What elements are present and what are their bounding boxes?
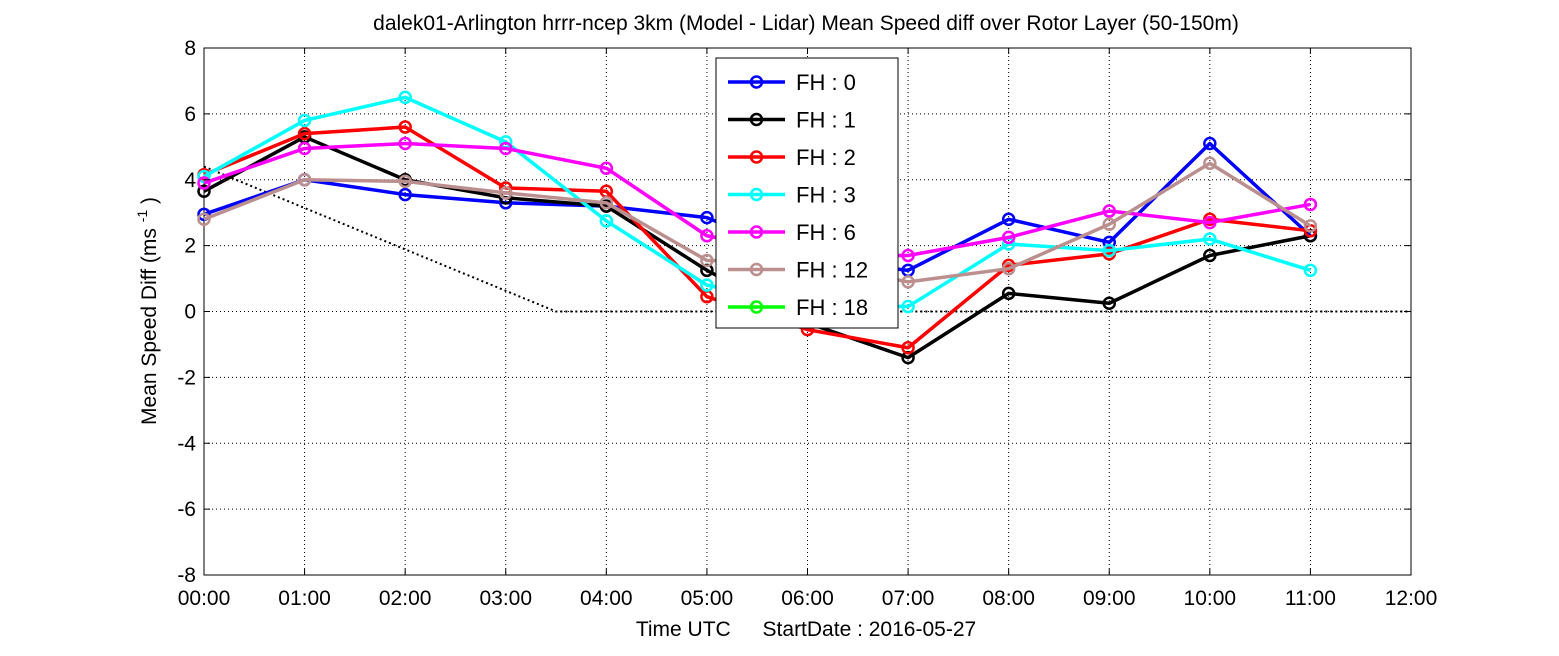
- data-point: [398, 136, 412, 151]
- x-tick-label: 11:00: [1285, 587, 1336, 610]
- data-point: [197, 207, 211, 222]
- data-point: [297, 173, 312, 187]
- y-axis-label-close: ): [138, 197, 161, 204]
- data-point: [1001, 261, 1016, 276]
- y-axis-ticks: -8 -6 -4 -2 0 2 4 6 8: [177, 37, 1411, 587]
- x-tick-label: 00:00: [178, 587, 231, 610]
- data-point: [398, 90, 412, 105]
- data-point: [297, 141, 312, 156]
- data-point: [599, 196, 614, 210]
- data-point: [700, 210, 714, 225]
- legend-label: FH : 2: [796, 145, 856, 170]
- y-tick-label: -8: [177, 564, 196, 587]
- data-point: [1203, 215, 1217, 230]
- data-point: [1102, 217, 1116, 231]
- data-point: [398, 174, 412, 189]
- data-point: [1303, 263, 1318, 278]
- x-axis-label-startdate: StartDate : 2016-05-27: [763, 618, 977, 641]
- data-point: [700, 253, 714, 268]
- chart-title: dalek01-Arlington hrrr-ncep 3km (Model -…: [373, 12, 1239, 35]
- data-point: [197, 212, 211, 227]
- legend-entry: FH : 12: [728, 258, 868, 283]
- data-point: [197, 176, 211, 190]
- data-point: [297, 113, 312, 128]
- legend-entry: FH : 3: [728, 183, 856, 208]
- legend-label: FH : 3: [796, 183, 856, 208]
- x-tick-label: 12:00: [1385, 587, 1438, 610]
- x-tick-label: 03:00: [479, 587, 532, 610]
- legend-marker: [749, 75, 764, 89]
- x-tick-label: 01:00: [278, 587, 331, 610]
- data-point: [499, 141, 513, 156]
- x-tick-label: 08:00: [982, 587, 1035, 610]
- data-point: [901, 248, 915, 263]
- data-point: [297, 126, 312, 141]
- x-tick-label: 05:00: [681, 587, 734, 610]
- y-tick-label: -4: [177, 432, 196, 455]
- y-tick-label: -2: [177, 366, 196, 389]
- x-tick-label: 07:00: [882, 587, 935, 610]
- data-point: [1203, 248, 1217, 263]
- data-point: [398, 187, 412, 202]
- data-point: [1102, 296, 1116, 311]
- legend-entry: FH : 6: [728, 220, 856, 245]
- data-point: [1102, 243, 1116, 258]
- y-axis-label: Mean Speed Diff (ms -1 ): [129, 197, 161, 425]
- y-tick-label: 8: [184, 37, 196, 60]
- legend-entry: FH : 2: [728, 145, 856, 170]
- y-tick-label: 2: [184, 235, 196, 258]
- data-point: [599, 214, 614, 228]
- data-point: [700, 278, 714, 292]
- legend-label: FH : 0: [796, 70, 856, 95]
- y-tick-label: 0: [184, 301, 196, 324]
- data-point: [901, 299, 915, 314]
- data-point: [599, 161, 614, 175]
- legend-marker: [749, 112, 764, 127]
- x-tick-label: 06:00: [781, 587, 834, 610]
- data-point: [1001, 212, 1016, 227]
- x-tick-label: 04:00: [580, 587, 633, 610]
- x-axis-label: Time UTC StartDate : 2016-05-27: [636, 618, 976, 641]
- legend-marker: [749, 225, 764, 239]
- legend-entry: FH : 18: [728, 295, 868, 320]
- y-tick-label: -6: [177, 498, 196, 521]
- data-point: [1203, 136, 1217, 151]
- legend-marker: [749, 262, 764, 277]
- y-tick-label: 4: [184, 169, 196, 192]
- x-tick-label: 02:00: [379, 587, 432, 610]
- data-point: [499, 186, 513, 200]
- legend-entry: FH : 0: [728, 70, 856, 95]
- data-point: [1203, 156, 1217, 171]
- data-point: [1102, 204, 1116, 218]
- data-point: [901, 340, 915, 355]
- legend-label: FH : 1: [796, 108, 856, 133]
- data-point: [1001, 230, 1016, 245]
- y-axis-label-superscript: -1: [134, 210, 150, 223]
- x-tick-label: 09:00: [1083, 587, 1136, 610]
- legend-label: FH : 6: [796, 220, 856, 245]
- reference-dotted-line: [203, 165, 1411, 313]
- data-point: [1303, 197, 1318, 212]
- y-tick-label: 6: [184, 103, 196, 126]
- data-point: [1001, 286, 1016, 301]
- legend-marker: [749, 150, 764, 164]
- data-point: [700, 228, 714, 243]
- data-point: [901, 275, 915, 289]
- x-axis-ticks: 00:00 01:00 02:00 03:00 04:00 05:00 06:00 07:00…: [178, 48, 1438, 610]
- legend-marker: [749, 300, 764, 314]
- x-axis-label-time: Time UTC: [636, 618, 731, 641]
- legend-label: FH : 12: [796, 258, 868, 283]
- legend-entry: FH : 1: [728, 108, 856, 133]
- data-point: [398, 120, 412, 134]
- x-tick-label: 10:00: [1184, 587, 1237, 610]
- data-point: [1303, 219, 1318, 233]
- y-axis-label-main: Mean Speed Diff (ms: [138, 228, 161, 425]
- legend-marker: [749, 187, 764, 202]
- legend: FH : 0 FH : 1 FH : 2 FH : 3 FH : 6 FH : 12 FH …: [715, 57, 899, 329]
- reference-line-group: [203, 165, 1411, 313]
- data-point: [1203, 232, 1217, 246]
- data-point: [197, 184, 211, 199]
- legend-label: FH : 18: [796, 295, 868, 320]
